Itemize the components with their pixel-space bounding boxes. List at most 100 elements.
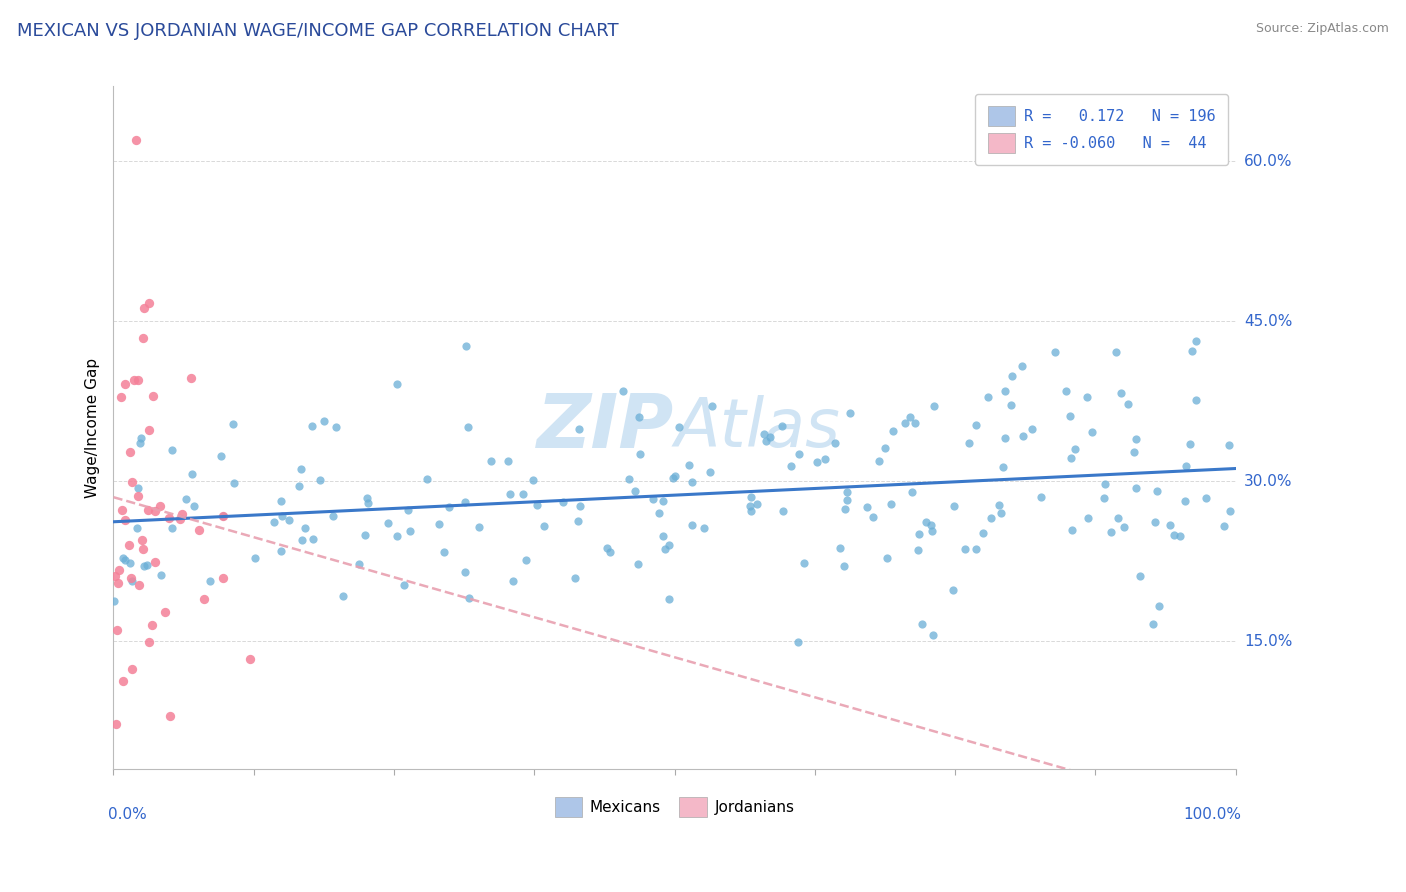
Point (114, 513, 136, 527)
Point (239, 652, 262, 666)
Point (170, 507, 193, 521)
Point (454, 339, 477, 353)
Point (668, 419, 690, 434)
Point (876, 550, 898, 565)
Point (457, 591, 479, 606)
Point (957, 436, 980, 450)
Point (433, 545, 456, 559)
Point (1185, 393, 1208, 408)
Point (138, 635, 160, 649)
Point (499, 487, 522, 501)
Point (132, 559, 155, 574)
Point (143, 503, 166, 517)
Point (479, 454, 502, 468)
Point (142, 389, 165, 403)
Point (200, 574, 222, 588)
Point (533, 518, 555, 533)
Point (396, 503, 419, 517)
Point (121, 475, 143, 489)
Point (114, 376, 136, 391)
Point (122, 373, 145, 387)
Point (103, 594, 125, 608)
Point (759, 430, 782, 444)
Point (1043, 345, 1066, 359)
Text: Atlas: Atlas (675, 395, 841, 461)
Point (894, 416, 917, 430)
Point (385, 377, 408, 392)
Point (356, 491, 378, 506)
Point (965, 541, 987, 556)
Point (898, 409, 921, 424)
Point (1021, 422, 1043, 436)
Point (141, 618, 163, 632)
Point (681, 518, 703, 533)
Point (953, 541, 976, 556)
Point (174, 492, 197, 507)
Point (143, 555, 166, 569)
Point (664, 469, 686, 483)
Point (160, 521, 183, 535)
Point (1011, 429, 1033, 443)
Point (457, 420, 479, 434)
Point (904, 416, 927, 430)
Point (212, 571, 235, 585)
Point (1181, 343, 1204, 358)
Point (270, 544, 292, 558)
Point (125, 133, 148, 147)
Point (924, 399, 946, 413)
Point (149, 499, 172, 513)
Y-axis label: Wage/Income Gap: Wage/Income Gap (86, 358, 100, 498)
Point (1112, 520, 1135, 534)
Text: ZIP: ZIP (537, 392, 675, 465)
Point (835, 492, 858, 507)
Point (377, 516, 399, 531)
Text: 45.0%: 45.0% (1244, 314, 1292, 328)
Point (222, 476, 245, 491)
Point (627, 410, 650, 425)
Text: 15.0%: 15.0% (1244, 633, 1292, 648)
Text: MEXICAN VS JORDANIAN WAGE/INCOME GAP CORRELATION CHART: MEXICAN VS JORDANIAN WAGE/INCOME GAP COR… (17, 22, 619, 40)
Point (1105, 345, 1128, 359)
Point (180, 370, 202, 384)
Point (332, 589, 354, 603)
Point (875, 442, 897, 456)
Point (105, 623, 128, 637)
Point (627, 558, 650, 572)
Point (120, 557, 142, 571)
Point (270, 494, 292, 508)
Point (353, 528, 375, 542)
Point (1185, 334, 1208, 349)
Point (658, 592, 681, 607)
Point (111, 503, 134, 517)
Point (553, 495, 575, 509)
Point (856, 500, 879, 515)
Point (1011, 359, 1033, 373)
Point (108, 563, 131, 577)
Point (1076, 390, 1098, 404)
Point (977, 390, 1000, 404)
Point (1163, 527, 1185, 541)
Point (522, 473, 544, 487)
Point (651, 494, 673, 508)
Point (772, 504, 794, 518)
Point (824, 436, 846, 450)
Point (914, 515, 936, 529)
Point (617, 472, 640, 486)
Point (834, 501, 856, 516)
Point (770, 419, 793, 434)
Point (127, 489, 149, 503)
Point (125, 521, 148, 535)
Point (1129, 569, 1152, 583)
Point (752, 427, 775, 442)
Point (980, 510, 1002, 524)
Point (1054, 384, 1077, 399)
Point (993, 459, 1015, 474)
Point (512, 487, 534, 501)
Point (1146, 484, 1168, 499)
Point (786, 635, 808, 649)
Text: 30.0%: 30.0% (1244, 474, 1292, 489)
Point (105, 716, 128, 731)
Point (678, 458, 700, 472)
Point (132, 301, 155, 315)
Point (1147, 599, 1170, 614)
